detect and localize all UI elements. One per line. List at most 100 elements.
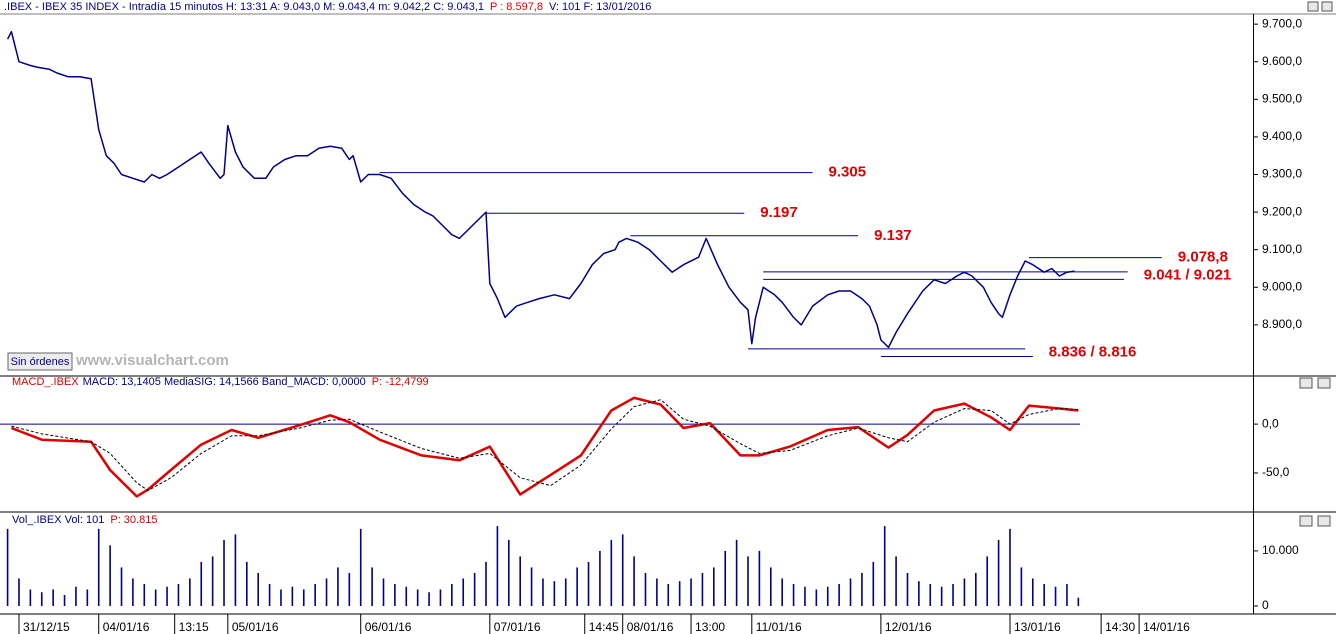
close-button[interactable] <box>1321 1 1333 12</box>
orders-button[interactable] <box>7 352 73 371</box>
volume-bar <box>405 586 408 606</box>
volume-bar <box>177 583 180 606</box>
volume-bar <box>246 561 248 606</box>
volume-bar <box>804 586 806 606</box>
volume-bar <box>690 578 692 606</box>
volume-bar <box>599 550 601 606</box>
volume-bar <box>895 556 897 606</box>
level-label: 9.041 / 9.021 <box>1144 267 1232 284</box>
minimize-button[interactable] <box>1299 377 1313 389</box>
volume-bar <box>394 583 396 606</box>
volume-bar <box>952 583 954 606</box>
volume-bar <box>52 589 54 606</box>
volume-bar <box>382 578 385 606</box>
orders-button-label[interactable]: Sin órdenes <box>11 356 70 368</box>
volume-bar <box>553 581 556 606</box>
volume-bar <box>1031 578 1034 606</box>
level-label: 8.836 / 8.816 <box>1049 344 1137 361</box>
minimize-button[interactable] <box>1307 1 1319 12</box>
volume-bar <box>473 572 476 606</box>
volume-bar <box>997 539 1000 606</box>
y-tick-label: 0,0 <box>1262 416 1279 430</box>
volume-bar <box>701 572 704 606</box>
x-tick-label: 14:30 <box>1105 620 1135 634</box>
volume-bar <box>268 583 271 606</box>
volume-bar <box>656 578 658 606</box>
window-buttons[interactable] <box>1299 1 1333 527</box>
close-button[interactable] <box>1317 377 1331 389</box>
x-tick-label: 14/01/16 <box>1143 620 1190 634</box>
volume-bar <box>348 572 351 606</box>
volume-bar <box>940 586 943 606</box>
volume-bar <box>644 572 647 606</box>
volume-bar <box>542 578 544 606</box>
volume-bar <box>918 581 920 606</box>
volume-bar <box>621 534 624 606</box>
volume-bar <box>758 550 761 606</box>
y-tick-label: 9.400,0 <box>1262 129 1302 143</box>
volume-bar <box>280 589 282 606</box>
volume-bar <box>747 556 749 606</box>
x-tick-label: 08/01/16 <box>627 620 674 634</box>
volume-bar <box>735 539 738 606</box>
volume-bar <box>530 567 533 606</box>
price-header: .IBEX - IBEX 35 INDEX - Intradía 15 minu… <box>4 1 651 13</box>
volume-bar <box>189 578 191 606</box>
x-tick-label: 13:00 <box>695 620 725 634</box>
title: MACD_.IBEX <box>12 376 79 388</box>
volume-bar <box>838 583 840 606</box>
volume-bar <box>291 586 294 606</box>
volume-bar <box>587 561 590 606</box>
volume-bar <box>929 583 932 606</box>
volume-bar <box>861 572 863 606</box>
volume-bar <box>359 528 362 606</box>
x-tick-label: 04/01/16 <box>103 620 150 634</box>
volume-bar <box>1020 567 1023 606</box>
y-tick-label: 9.300,0 <box>1262 167 1302 181</box>
volume-bar <box>507 539 510 606</box>
volume-bar <box>1009 528 1011 606</box>
title-p: P: -12,4799 <box>372 376 429 388</box>
volume-bar <box>223 539 225 606</box>
volume-bar <box>1043 583 1045 606</box>
volume-bar <box>815 589 818 606</box>
volume-bar <box>234 534 237 606</box>
volume-bar <box>485 561 487 606</box>
x-tick-label: 07/01/16 <box>494 620 541 634</box>
volume-bar <box>883 526 886 606</box>
x-tick-label: 13/01/16 <box>1014 620 1061 634</box>
volume-bar <box>166 586 168 606</box>
y-tick-label: 9.500,0 <box>1262 92 1302 106</box>
level-label: 9.197 <box>760 204 798 221</box>
volume-bar <box>769 567 772 606</box>
macd-header: MACD_.IBEX MACD: 13,1405 MediaSIG: 14,156… <box>12 376 429 388</box>
volume-bar <box>6 528 9 606</box>
minimize-button[interactable] <box>1299 515 1313 527</box>
volume-bar <box>325 578 328 606</box>
x-tick-label: 06/01/16 <box>365 620 412 634</box>
volume-bar <box>29 589 32 606</box>
volume-bar <box>724 550 727 606</box>
volume-bar <box>154 589 157 606</box>
close-button[interactable] <box>1317 515 1331 527</box>
volume-bar <box>975 572 977 606</box>
y-tick-label: 9.200,0 <box>1262 204 1302 218</box>
y-tick-label: 10.000 <box>1262 543 1299 557</box>
y-tick-label: 9.100,0 <box>1262 242 1302 256</box>
y-tick-label: 9.600,0 <box>1262 54 1302 68</box>
volume-bar <box>1054 586 1057 606</box>
x-tick-label: 31/12/15 <box>23 620 70 634</box>
volume-bar <box>302 589 305 606</box>
volume-bar <box>200 561 203 606</box>
series-line <box>10 396 1079 498</box>
x-tick-label: 11/01/16 <box>756 620 802 634</box>
watermark: www.visualchart.com <box>75 352 229 369</box>
volume-bar <box>496 526 499 606</box>
volume-bar <box>826 586 829 606</box>
volume-bar <box>314 583 316 606</box>
volume-bar <box>97 528 100 606</box>
volume-bar <box>633 556 635 606</box>
volume-bar <box>416 589 419 606</box>
